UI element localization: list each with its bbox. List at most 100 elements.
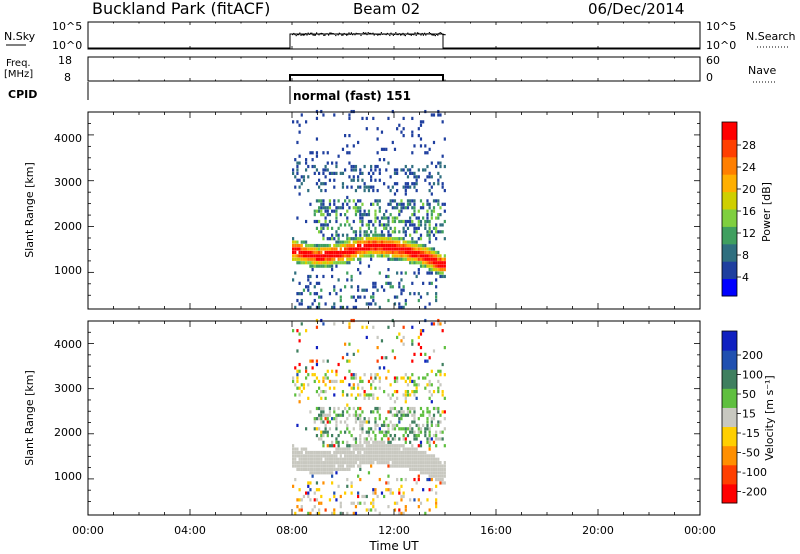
power-cell xyxy=(294,254,297,258)
velocity-cell xyxy=(359,501,362,505)
power-cell xyxy=(324,264,327,268)
power-cell xyxy=(409,292,412,296)
velocity-cell xyxy=(302,457,306,461)
velocity-cell xyxy=(393,406,397,411)
power-cell xyxy=(439,274,442,279)
power-cell xyxy=(428,147,431,151)
velocity-cell xyxy=(309,359,312,363)
velocity-cell xyxy=(419,444,423,448)
power-cell xyxy=(311,158,314,162)
power-cell xyxy=(437,202,440,206)
velocity-cell xyxy=(378,406,381,411)
power-cell xyxy=(419,233,423,237)
velocity-cell xyxy=(372,498,375,502)
power-cell xyxy=(315,168,319,172)
velocity-cell xyxy=(311,450,314,455)
velocity-cell xyxy=(315,417,319,421)
velocity-cell xyxy=(400,484,403,488)
power-cell xyxy=(378,171,381,175)
velocity-cell xyxy=(341,467,345,472)
velocity-cell xyxy=(348,369,351,373)
velocity-cell xyxy=(367,454,371,458)
power-cell xyxy=(415,230,418,234)
power-cell xyxy=(430,257,433,261)
velocity-cell xyxy=(437,423,440,428)
velocity-cell xyxy=(417,461,420,465)
power-cell xyxy=(380,254,384,258)
velocity-cell xyxy=(426,417,429,421)
velocity-cell xyxy=(422,410,425,414)
velocity-cell xyxy=(363,420,366,424)
power-cell xyxy=(378,250,381,255)
velocity-cell xyxy=(402,494,405,499)
power-cell xyxy=(432,206,436,210)
velocity-cell xyxy=(328,498,332,502)
velocity-cell xyxy=(415,437,418,441)
power-cell xyxy=(409,216,412,220)
velocity-cell xyxy=(439,461,442,465)
velocity-cell xyxy=(428,427,431,431)
velocity-cell xyxy=(413,417,416,421)
x-tick-label: 04:00 xyxy=(174,524,206,537)
power-cell xyxy=(328,264,332,268)
power-cell xyxy=(354,237,358,241)
velocity-cell xyxy=(359,417,362,421)
power-cell xyxy=(432,247,436,251)
velocity-cell xyxy=(391,444,394,448)
velocity-cell xyxy=(344,450,347,455)
velocity-cell xyxy=(402,325,405,329)
velocity-cell xyxy=(387,427,390,431)
freq-tick-bottom: 8 xyxy=(64,71,71,84)
power-cell xyxy=(404,240,407,244)
power-cell xyxy=(417,223,420,227)
power-cell xyxy=(426,219,429,224)
power-cell xyxy=(335,247,338,251)
power-cell xyxy=(333,243,336,248)
velocity-cell xyxy=(432,454,436,458)
power-cell xyxy=(380,147,384,151)
power-cell xyxy=(298,302,301,306)
power-cell xyxy=(372,243,375,248)
velocity-cell xyxy=(333,322,336,326)
velocity-cell xyxy=(372,457,375,461)
velocity-cell xyxy=(359,450,362,455)
nsky-panel: N.Sky 10^5 10^0 10^5 10^0 N.Search xyxy=(4,20,796,52)
power-cell xyxy=(320,261,323,265)
velocity-cell xyxy=(383,457,386,461)
velocity-cell xyxy=(337,362,340,367)
power-cell xyxy=(344,254,347,258)
power-cell xyxy=(370,178,373,182)
power-cell xyxy=(318,178,321,182)
power-cell xyxy=(370,247,373,251)
power-cell xyxy=(411,199,414,203)
velocity-cell xyxy=(432,433,436,438)
velocity-cell xyxy=(439,430,442,434)
power-cell xyxy=(417,247,420,251)
power-cell xyxy=(398,250,401,255)
velocity-cell xyxy=(367,379,371,384)
power-cell xyxy=(326,151,329,155)
power-cell xyxy=(404,243,407,248)
power-cell xyxy=(294,305,297,309)
velocity-cell xyxy=(318,508,321,512)
power-cell xyxy=(298,161,301,165)
power-cell xyxy=(309,257,312,261)
power-cell xyxy=(335,243,338,248)
velocity-cell xyxy=(367,396,371,400)
power-cell xyxy=(411,116,414,121)
power-cell xyxy=(391,247,394,251)
power-cell xyxy=(298,178,301,182)
velocity-cell xyxy=(370,508,373,512)
power-cell xyxy=(335,240,338,244)
velocity-cell xyxy=(430,474,433,478)
velocity-cell xyxy=(413,461,416,465)
velocity-cell xyxy=(339,494,342,499)
velocity-cell xyxy=(315,359,319,363)
power-cell xyxy=(361,250,364,255)
power-cell xyxy=(441,230,444,234)
velocity-cell xyxy=(294,447,297,451)
colorbar-tick-label: 50 xyxy=(742,388,756,401)
velocity-cell xyxy=(348,325,351,329)
velocity-cell xyxy=(402,393,405,397)
velocity-cell xyxy=(294,461,297,465)
